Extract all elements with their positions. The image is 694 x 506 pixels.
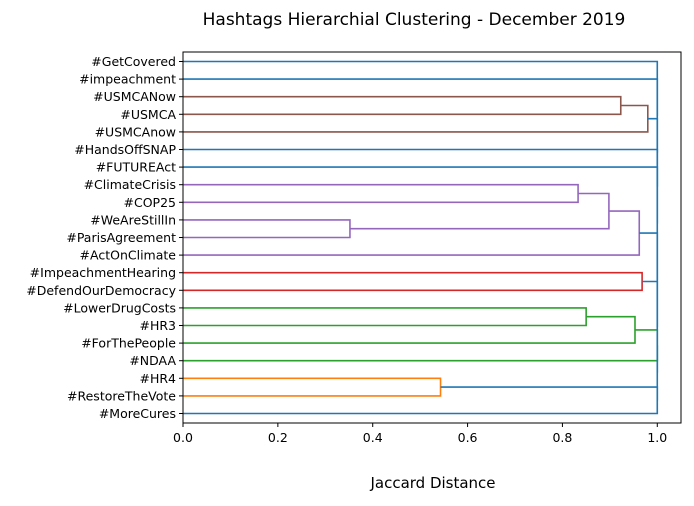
leaf-label-parisagreement: #ParisAgreement bbox=[66, 230, 176, 245]
link-g bbox=[183, 271, 643, 292]
leaf-label-defendourdemocracy: #DefendOurDemocracy bbox=[26, 283, 176, 298]
x-tick-label-1: 0.2 bbox=[268, 430, 288, 445]
link-s bbox=[183, 78, 659, 153]
leaf-label-usmcanow: #USMCAnow bbox=[95, 124, 176, 139]
x-axis-label: Jaccard Distance bbox=[369, 474, 495, 492]
x-tick-label-3: 0.6 bbox=[458, 430, 478, 445]
leaf-label-restorethevote: #RestoreTheVote bbox=[67, 388, 176, 403]
leaf-label-lowerdrugcosts: #LowerDrugCosts bbox=[63, 300, 176, 315]
link-i bbox=[183, 315, 636, 344]
leaf-label-usmca: #USMCA bbox=[120, 107, 176, 122]
leaf-label-forthepeople: #ForThePeople bbox=[81, 336, 176, 351]
link-a bbox=[183, 95, 622, 116]
link-h bbox=[183, 307, 587, 327]
leaf-label-wearestillin: #WeAreStillIn bbox=[90, 212, 176, 227]
link-q bbox=[183, 148, 659, 224]
x-axis-ticks: 0.0 0.2 0.4 0.6 0.8 1.0 bbox=[173, 423, 667, 445]
x-tick-label-2: 0.4 bbox=[363, 430, 383, 445]
link-r bbox=[647, 117, 659, 187]
dendrogram-links bbox=[183, 60, 659, 415]
leaf-label-ndaa: #NDAA bbox=[129, 353, 176, 368]
leaf-label-getcovered: #GetCovered bbox=[91, 54, 176, 69]
link-b bbox=[183, 104, 649, 133]
x-tick-label-5: 1.0 bbox=[647, 430, 667, 445]
leaf-label-morecures: #MoreCures bbox=[99, 406, 176, 421]
x-tick-label-0: 0.0 bbox=[173, 430, 193, 445]
chart-title: Hashtags Hierarchial Clustering - Decemb… bbox=[203, 10, 626, 30]
leaf-label-hr3: #HR3 bbox=[139, 318, 176, 333]
leaf-label-hr4: #HR4 bbox=[139, 371, 176, 386]
link-n bbox=[642, 280, 659, 373]
link-t bbox=[183, 60, 659, 116]
link-l bbox=[183, 386, 659, 415]
leaf-label-impeachmenthearing: #ImpeachmentHearing bbox=[30, 265, 176, 280]
leaf-labels: #GetCovered #impeachment #USMCANow #USMCA #U… bbox=[26, 54, 183, 421]
leaf-label-usmcanow: #USMCANow bbox=[93, 89, 176, 104]
leaf-label-handsoffsnap: #HandsOffSNAP bbox=[74, 142, 176, 157]
leaf-label-actonclimate: #ActOnClimate bbox=[80, 248, 177, 263]
link-f bbox=[183, 210, 641, 256]
link-e bbox=[349, 192, 610, 230]
leaf-label-climatecrisis: #ClimateCrisis bbox=[84, 177, 176, 192]
leaf-label-futureact: #FUTUREAct bbox=[96, 160, 176, 175]
leaf-label-cop25: #COP25 bbox=[124, 195, 176, 210]
link-j bbox=[183, 329, 659, 362]
link-c bbox=[183, 219, 351, 239]
link-k bbox=[183, 377, 442, 397]
leaf-label-impeachment: #impeachment bbox=[79, 72, 176, 87]
link-d bbox=[183, 183, 579, 204]
x-tick-label-4: 0.8 bbox=[552, 430, 572, 445]
